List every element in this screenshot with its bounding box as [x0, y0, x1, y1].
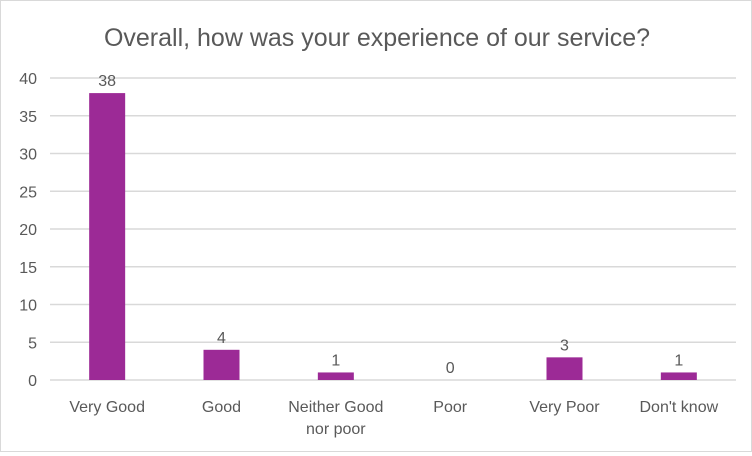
- x-tick-label: Very Good: [69, 399, 145, 416]
- y-tick-label: 10: [19, 298, 37, 315]
- y-tick-label: 20: [19, 222, 37, 239]
- data-label: 1: [331, 352, 340, 369]
- y-tick-label: 35: [19, 109, 37, 126]
- data-label: 38: [98, 73, 116, 90]
- y-tick-label: 25: [19, 184, 37, 201]
- data-label: 0: [446, 360, 455, 377]
- data-label: 4: [217, 330, 226, 347]
- x-tick-label: Good: [202, 399, 241, 416]
- y-tick-label: 30: [19, 147, 37, 164]
- bar: [546, 357, 583, 380]
- chart-title: Overall, how was your experience of our …: [104, 24, 650, 52]
- bar: [89, 93, 126, 380]
- data-label: 1: [674, 352, 683, 369]
- data-label: 3: [560, 337, 569, 354]
- x-tick-label: Very Poor: [529, 399, 600, 416]
- bar: [203, 349, 240, 380]
- y-tick-label: 5: [28, 335, 37, 352]
- x-tick-label: Don't know: [640, 399, 719, 416]
- bar: [660, 372, 697, 380]
- y-tick-label: 0: [28, 373, 37, 390]
- bar: [317, 372, 354, 380]
- x-tick-label: Poor: [433, 399, 467, 416]
- y-tick-label: 40: [19, 71, 37, 88]
- x-tick-label: Neither Good nor poor: [288, 399, 383, 438]
- y-tick-label: 15: [19, 260, 37, 277]
